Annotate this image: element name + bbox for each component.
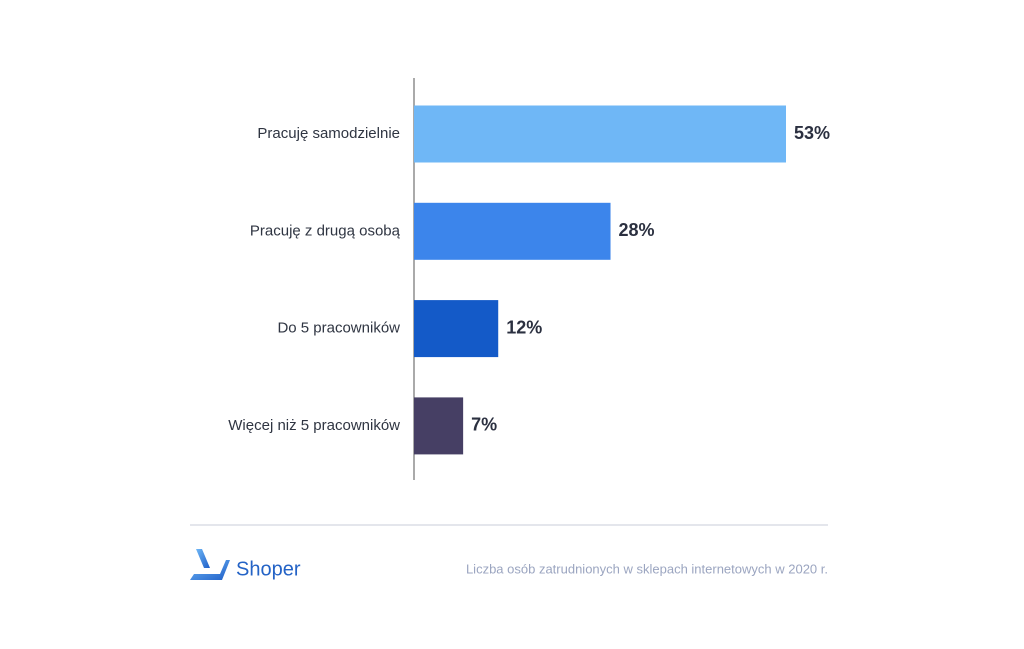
value-label: 53% [794,123,830,143]
value-label: 28% [619,220,655,240]
category-label: Więcej niż 5 pracowników [228,417,400,434]
value-label: 7% [471,415,497,435]
category-label: Do 5 pracowników [277,320,400,337]
category-label: Pracuję z drugą osobą [250,222,401,239]
category-label: Pracuję samodzielnie [257,125,400,142]
bar [414,202,611,260]
value-label: 12% [506,317,542,337]
bar [414,397,464,455]
brand-logo [190,549,230,580]
brand-name: Shoper [236,558,301,580]
bar [414,300,499,358]
bar [414,105,786,163]
chart-caption: Liczba osób zatrudnionych w sklepach int… [466,561,828,576]
